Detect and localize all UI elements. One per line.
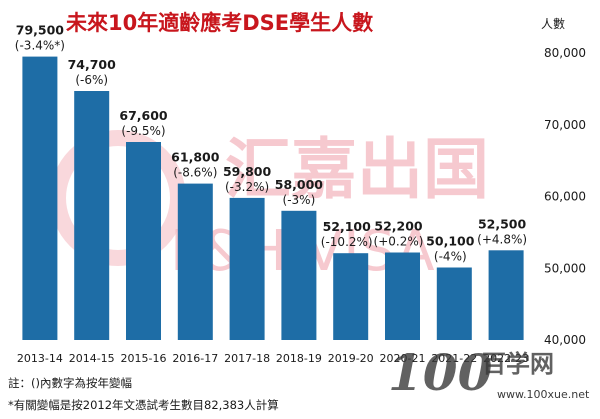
value-labels: 79,500(-3.4%*)74,700(-6%) 67,600(-9.5%) 61… bbox=[15, 23, 527, 264]
x-tick-label: 2014-15 bbox=[69, 352, 115, 365]
y-tick-label: 80,000 bbox=[544, 46, 586, 60]
value-label: 59,800 bbox=[223, 164, 272, 179]
x-tick-label: 2016-17 bbox=[172, 352, 218, 365]
bar-2013-14 bbox=[22, 56, 58, 340]
value-label: 79,500 bbox=[16, 23, 65, 38]
bar-2018-19 bbox=[281, 210, 317, 340]
x-tick-label: 2021-22 bbox=[431, 352, 477, 365]
note-line-1: 註：()內數字為按年變幅 bbox=[8, 376, 132, 390]
change-label: (-3%) bbox=[283, 193, 316, 207]
watermark: 汇嘉出国 L&H VISA bbox=[50, 130, 489, 284]
value-label: 67,600 bbox=[119, 108, 168, 123]
brand-logo: 100 百学网 www.100xue.net bbox=[388, 343, 590, 402]
x-tick-label: 2018-19 bbox=[276, 352, 322, 365]
x-tick-label: 2017-18 bbox=[224, 352, 270, 365]
y-tick-label: 70,000 bbox=[544, 118, 586, 132]
value-label: 52,200 bbox=[374, 219, 423, 234]
value-label: 61,800 bbox=[171, 150, 220, 165]
bar-2021-22 bbox=[436, 267, 472, 340]
x-axis-labels: 2013-14 2014-15 2015-16 2016-17 2017-18 2018-… bbox=[17, 352, 529, 365]
chart-title: 未來10年適齡應考DSE學生人數 bbox=[66, 11, 373, 35]
value-label: 74,700 bbox=[68, 57, 117, 72]
bar-2015-16 bbox=[126, 142, 161, 340]
y-tick-label: 50,000 bbox=[544, 261, 586, 275]
bar-2022-23 bbox=[488, 250, 524, 340]
value-label: 50,100 bbox=[426, 234, 475, 249]
value-label: 52,500 bbox=[478, 216, 527, 231]
change-label: (-8.6%) bbox=[173, 166, 217, 180]
change-label: (-10.2%) bbox=[321, 235, 373, 249]
brand-logo-number: 100 bbox=[388, 343, 493, 402]
change-label: (-3.2%) bbox=[225, 180, 269, 194]
value-label: 58,000 bbox=[275, 177, 324, 192]
x-tick-label: 2015-16 bbox=[121, 352, 167, 365]
bar-2016-17 bbox=[177, 183, 213, 340]
change-label: (-3.4%*) bbox=[15, 39, 65, 53]
value-label: 52,100 bbox=[323, 219, 372, 234]
note-line-2: *有關變幅是按2012年文憑試考生數目82,383人計算 bbox=[8, 398, 279, 412]
change-label: (+4.8%) bbox=[477, 232, 527, 246]
watermark-chinese-text: 汇嘉出国 bbox=[225, 131, 489, 208]
bar-2020-21 bbox=[385, 252, 420, 340]
y-tick-label: 60,000 bbox=[544, 190, 586, 204]
change-label: (-6%) bbox=[75, 73, 108, 87]
brand-url: www.100xue.net bbox=[497, 388, 590, 401]
bar-2019-20 bbox=[333, 253, 369, 340]
y-axis-label: 人數 bbox=[541, 17, 565, 31]
change-label: (-4%) bbox=[434, 250, 467, 264]
y-tick-label: 40,000 bbox=[544, 333, 586, 347]
x-tick-label: 2022-23 bbox=[483, 352, 529, 365]
bar-2017-18 bbox=[229, 197, 265, 340]
change-label: (+0.2%) bbox=[374, 235, 424, 249]
x-tick-label: 2019-20 bbox=[328, 352, 374, 365]
bar-2014-15 bbox=[74, 91, 110, 340]
y-axis-ticks: 40,000 50,000 60,000 70,000 80,000 bbox=[544, 46, 586, 347]
bars bbox=[22, 56, 524, 340]
x-tick-label: 2013-14 bbox=[17, 352, 63, 365]
brand-logo-text: 百学网 bbox=[482, 350, 554, 378]
change-label: (-9.5%) bbox=[121, 124, 165, 138]
x-tick-label: 2020-21 bbox=[380, 352, 426, 365]
